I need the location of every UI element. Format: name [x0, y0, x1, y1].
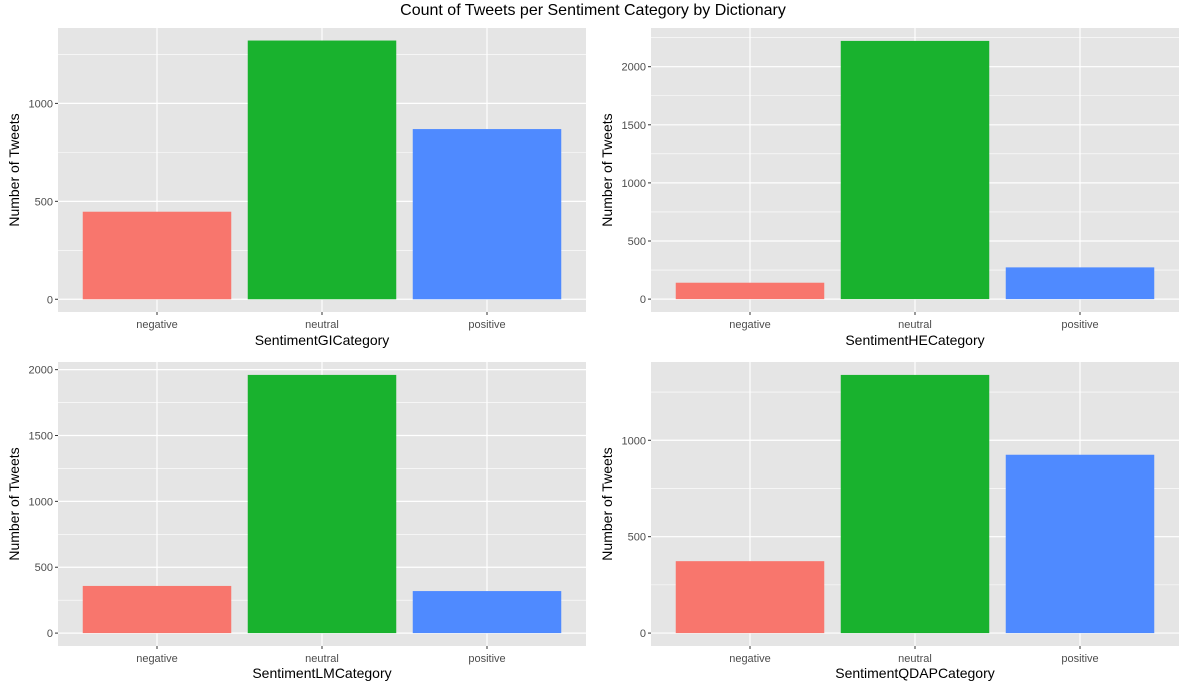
x-tick-label: negative	[729, 653, 771, 665]
bar-positive	[412, 129, 562, 300]
y-axis-title: Number of Tweets	[599, 447, 615, 560]
y-tick-label: 500	[35, 562, 53, 574]
x-tick-label: negative	[136, 319, 178, 331]
x-axis-title: SentimentLMCategory	[252, 665, 391, 681]
x-tick-label: neutral	[898, 319, 932, 331]
y-tick-label: 1500	[622, 120, 646, 132]
chart-panel-1: 0 500 1000 negative neutral positive Sentiment…	[6, 28, 586, 348]
bar-positive	[1005, 267, 1155, 300]
y-tick-label: 0	[47, 294, 53, 306]
y-tick-label: 500	[35, 196, 53, 208]
y-axis-title: Number of Tweets	[6, 447, 22, 560]
chart-panel-2: 0 500 1000 1500 2000 negative neutral positive S…	[599, 28, 1179, 348]
y-axis-title: Number of Tweets	[599, 113, 615, 226]
y-tick-label: 0	[47, 628, 53, 640]
chart-title: Count of Tweets per Sentiment Category b…	[400, 2, 786, 19]
y-tick-label: 1500	[29, 431, 53, 443]
y-tick-label: 2000	[29, 365, 53, 377]
y-tick-label: 1000	[622, 178, 646, 190]
y-tick-label: 1000	[29, 98, 53, 110]
bar-neutral	[840, 40, 990, 300]
bar-positive	[1005, 454, 1155, 634]
bar-neutral	[247, 40, 397, 300]
x-tick-label: positive	[468, 653, 505, 665]
bar-neutral	[247, 374, 397, 634]
y-tick-label: 0	[640, 294, 646, 306]
y-axis-title: Number of Tweets	[6, 113, 22, 226]
chart-panel-4: 0 500 1000 negative neutral positive Sentiment…	[599, 362, 1179, 681]
x-tick-label: positive	[1061, 653, 1098, 665]
chart-panel-3: 0 500 1000 1500 2000 negative neutral positive S…	[6, 362, 586, 681]
y-tick-label: 500	[628, 532, 646, 544]
bar-neutral	[840, 374, 990, 634]
bar-negative	[82, 211, 232, 300]
x-axis-title: SentimentQDAPCategory	[835, 665, 995, 681]
x-tick-label: positive	[1061, 319, 1098, 331]
x-tick-label: neutral	[305, 653, 339, 665]
x-tick-label: negative	[136, 653, 178, 665]
bar-negative	[82, 585, 232, 634]
x-tick-label: negative	[729, 319, 771, 331]
y-tick-label: 2000	[622, 62, 646, 74]
x-tick-label: neutral	[898, 653, 932, 665]
y-tick-label: 1000	[29, 496, 53, 508]
y-tick-label: 1000	[622, 435, 646, 447]
y-tick-label: 0	[640, 628, 646, 640]
bar-negative	[675, 561, 825, 634]
x-axis-title: SentimentGICategory	[255, 332, 390, 348]
bar-positive	[412, 591, 562, 634]
x-tick-label: neutral	[305, 319, 339, 331]
bar-negative	[675, 282, 825, 300]
y-tick-label: 500	[628, 236, 646, 248]
x-tick-label: positive	[468, 319, 505, 331]
x-axis-title: SentimentHECategory	[845, 332, 984, 348]
